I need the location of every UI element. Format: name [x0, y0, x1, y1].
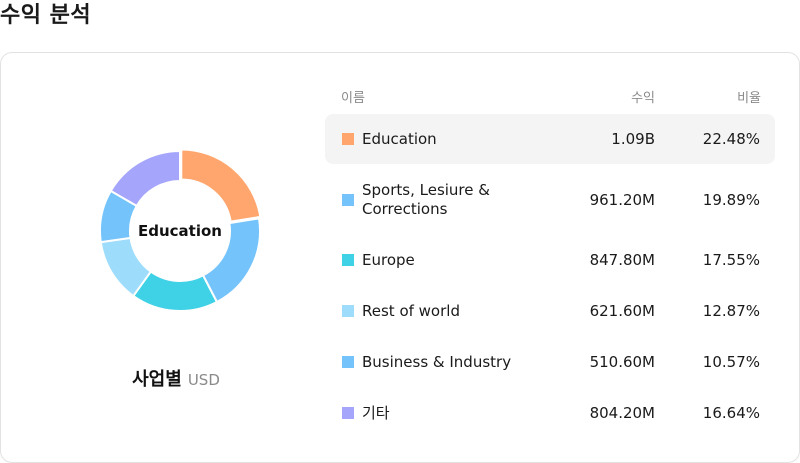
legend-swatch	[342, 407, 354, 419]
row-revenue: 847.80M	[589, 251, 655, 269]
legend-swatch	[342, 133, 354, 145]
chart-caption: 사업별 USD	[1, 365, 351, 391]
row-ratio: 10.57%	[702, 353, 760, 371]
donut-slice[interactable]	[180, 148, 262, 223]
row-revenue: 961.20M	[589, 191, 655, 209]
legend-swatch	[342, 305, 354, 317]
donut-slice[interactable]	[109, 149, 181, 208]
legend-swatch	[342, 356, 354, 368]
table-row[interactable]: 기타 804.20M 16.64%	[325, 388, 775, 438]
donut-center-label: Education	[138, 222, 222, 240]
legend-swatch	[342, 194, 354, 206]
row-revenue: 510.60M	[589, 353, 655, 371]
table-row[interactable]: Business & Industry 510.60M 10.57%	[325, 337, 775, 387]
column-header-name: 이름	[341, 91, 365, 106]
chart-unit: USD	[187, 371, 220, 389]
row-name: Education	[362, 129, 437, 148]
row-ratio: 12.87%	[702, 302, 760, 320]
revenue-analysis-card: Education 사업별 USD 이름 수익 비율 Education 1.09…	[0, 52, 800, 463]
donut-chart: Education	[95, 146, 265, 316]
chart-caption-title: 사업별	[132, 369, 182, 390]
row-ratio: 22.48%	[702, 130, 760, 148]
page-title: 수익 분석	[0, 3, 92, 28]
row-revenue: 1.09B	[611, 130, 655, 148]
row-revenue: 804.20M	[589, 404, 655, 422]
column-header-ratio: 비율	[737, 91, 761, 106]
table-row[interactable]: Sports, Lesiure & Corrections 961.20M 19…	[325, 175, 775, 225]
row-ratio: 19.89%	[702, 191, 760, 209]
row-name: Rest of world	[362, 301, 460, 320]
row-name: Europe	[362, 250, 415, 269]
row-revenue: 621.60M	[589, 302, 655, 320]
row-ratio: 17.55%	[702, 251, 760, 269]
column-header-revenue: 수익	[631, 91, 655, 106]
table-row[interactable]: Rest of world 621.60M 12.87%	[325, 286, 775, 336]
table-row[interactable]: Europe 847.80M 17.55%	[325, 235, 775, 285]
row-name: 기타	[362, 403, 390, 422]
row-ratio: 16.64%	[702, 404, 760, 422]
donut-svg	[99, 148, 262, 312]
row-name: Business & Industry	[362, 352, 512, 371]
table-row[interactable]: Education 1.09B 22.48%	[325, 114, 775, 164]
row-name: Sports, Lesiure & Corrections	[362, 181, 490, 218]
legend-swatch	[342, 254, 354, 266]
